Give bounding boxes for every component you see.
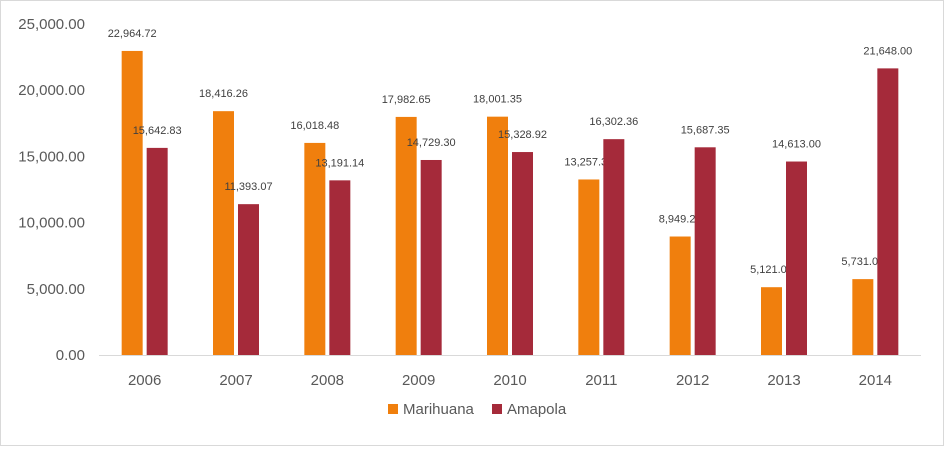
bar-marihuana	[121, 50, 143, 355]
bar-amapola	[694, 147, 716, 355]
x-tick-label: 2011	[585, 372, 617, 389]
data-label: 16,302.36	[589, 116, 638, 128]
bar-marihuana	[852, 279, 874, 355]
y-tick-label: 0.00	[56, 347, 85, 364]
bar-marihuana	[578, 179, 600, 355]
y-tick-label: 10,000.00	[18, 215, 85, 232]
y-tick-label: 15,000.00	[18, 148, 85, 165]
data-label: 15,642.83	[133, 125, 182, 137]
bar-amapola	[603, 139, 625, 355]
x-tick-label: 2008	[311, 372, 344, 389]
data-label: 5,121.00	[750, 264, 793, 276]
data-label: 18,416.26	[199, 88, 248, 100]
data-label: 13,257.35	[564, 156, 613, 168]
x-tick-label: 2010	[493, 372, 526, 389]
bar-marihuana	[213, 111, 234, 355]
bar-amapola	[877, 68, 899, 355]
legend-label-marihuana: Marihuana	[403, 401, 475, 418]
bar-amapola	[512, 152, 533, 355]
bar-marihuana	[395, 116, 417, 355]
data-label: 13,191.14	[315, 157, 364, 169]
bar-amapola	[146, 147, 168, 355]
data-label: 18,001.35	[473, 94, 522, 106]
x-tick-label: 2013	[767, 372, 800, 389]
y-tick-label: 25,000.00	[18, 16, 85, 33]
data-label: 16,018.48	[290, 120, 339, 132]
bar-marihuana	[304, 142, 326, 355]
data-label: 14,613.00	[772, 139, 821, 151]
data-label: 8,949.24	[659, 214, 702, 226]
x-tick-label: 2006	[128, 372, 161, 389]
bar-amapola	[238, 204, 259, 355]
data-label: 15,687.35	[681, 124, 730, 136]
y-tick-label: 20,000.00	[18, 82, 85, 99]
data-label: 21,648.00	[863, 45, 912, 57]
data-label: 22,964.72	[108, 28, 157, 40]
x-tick-label: 2012	[676, 372, 709, 389]
data-label: 11,393.07	[224, 181, 272, 193]
x-tick-label: 2009	[402, 372, 435, 389]
data-label: 5,731.00	[841, 256, 884, 268]
legend-swatch-amapola	[492, 404, 502, 414]
legend-label-amapola: Amapola	[507, 401, 567, 418]
x-tick-label: 2007	[219, 372, 252, 389]
bar-amapola	[329, 180, 351, 355]
y-tick-label: 5,000.00	[27, 281, 85, 298]
x-tick-label: 2014	[859, 372, 892, 389]
data-label: 15,328.92	[498, 129, 547, 141]
bar-amapola	[786, 161, 807, 355]
bar-marihuana	[761, 287, 782, 355]
bar-marihuana	[487, 116, 508, 355]
data-label: 17,982.65	[382, 94, 431, 106]
data-label: 14,729.30	[407, 137, 456, 149]
bar-marihuana	[669, 236, 691, 355]
legend-swatch-marihuana	[388, 404, 398, 414]
bar-amapola	[420, 159, 442, 355]
